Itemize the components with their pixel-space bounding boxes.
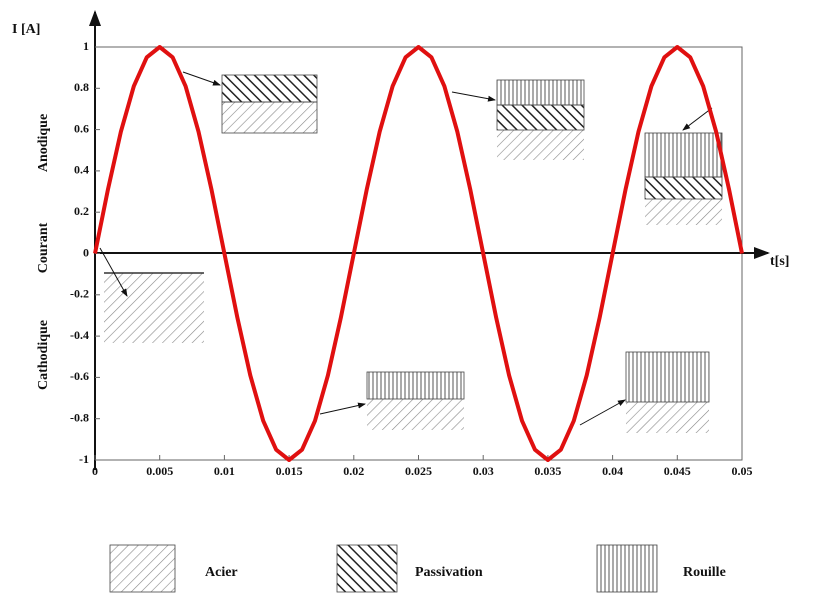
y-tick-label: 0.2 (74, 204, 89, 218)
y-tick-label: 0.6 (74, 121, 89, 135)
y-label: I [A] (12, 22, 40, 37)
x-tick-label: 0.03 (473, 464, 494, 478)
y-tick-label: -1 (79, 452, 89, 466)
y-tick-label: -0.6 (70, 369, 89, 383)
annotations (99, 71, 723, 433)
sine-line (93, 45, 744, 462)
y-tick-label: -0.2 (70, 287, 89, 301)
x-tick-label: 0.045 (664, 464, 691, 478)
side-label: Cathodique (36, 320, 51, 390)
x-tick-label: 0.015 (276, 464, 303, 478)
legend-label: Acier (205, 565, 238, 580)
y-tick-label: 1 (83, 39, 89, 53)
legend-label: Passivation (415, 565, 483, 580)
x-tick-label: 0.04 (602, 464, 623, 478)
x-tick-label: 0.02 (343, 464, 364, 478)
side-label: Anodique (36, 114, 51, 172)
x-tick-label: 0.035 (534, 464, 561, 478)
y-tick-label: -0.4 (70, 328, 89, 342)
y-tick-label: 0.8 (74, 80, 89, 94)
x-tick-label: 0.01 (214, 464, 235, 478)
legend: Acier Passivation Rouille (109, 544, 726, 593)
x-tick-label: 0.025 (405, 464, 432, 478)
y-tick-label: 0 (83, 245, 89, 259)
x-label: t[s] (770, 254, 789, 269)
x-tick-label: 0.05 (732, 464, 753, 478)
y-tick-label: 0.4 (74, 163, 89, 177)
legend-label: Rouille (683, 565, 726, 580)
x-tick-label: 0 (92, 464, 98, 478)
side-label: Courant (36, 222, 51, 273)
y-tick-label: -0.8 (70, 410, 89, 424)
x-tick-label: 0.005 (146, 464, 173, 478)
